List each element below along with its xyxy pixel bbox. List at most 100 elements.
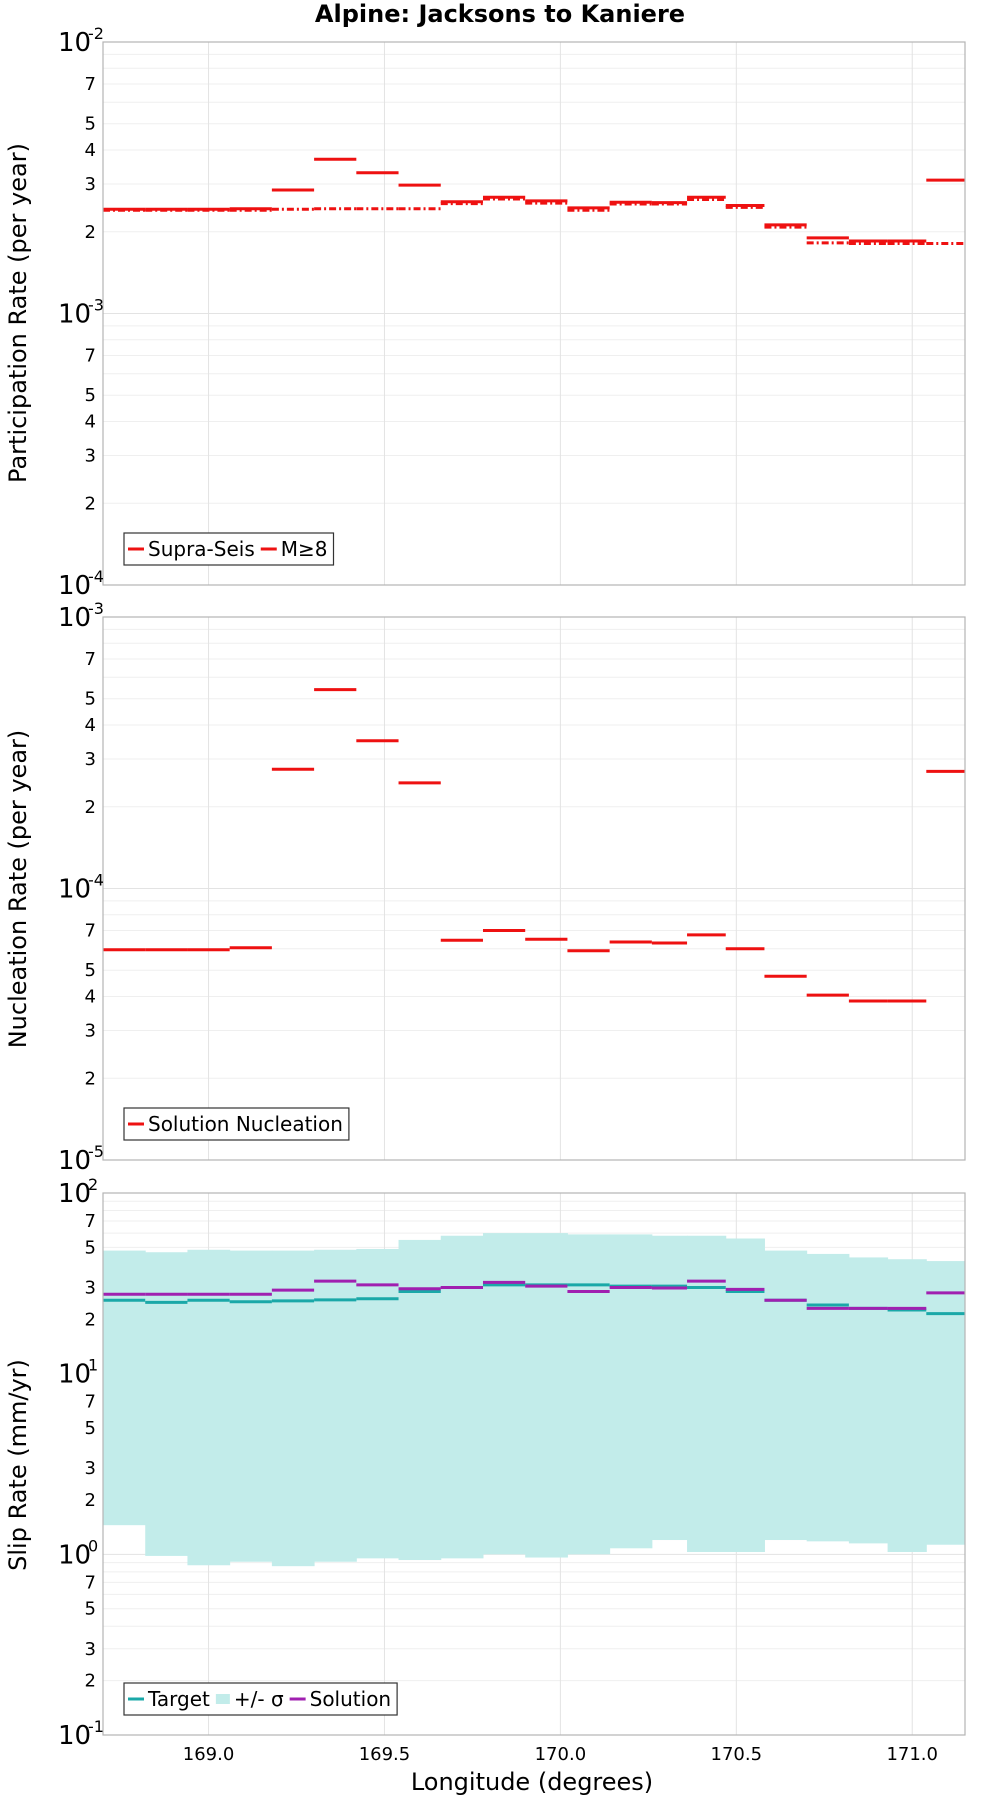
- nucleation-y-minor-label: 7: [85, 921, 96, 942]
- nucleation-y-decade-label: 10: [58, 1146, 91, 1176]
- slip-sigma-band: [764, 1250, 808, 1541]
- slip-y-decade-exponent: 2: [88, 1175, 98, 1194]
- participation-y-decade-label: 10: [58, 571, 91, 601]
- nucleation-y-axis-label: Nucleation Rate (per year): [4, 730, 32, 1049]
- slip-x-tick-label: 169.0: [183, 1744, 235, 1765]
- nucleation-y-minor-label: 7: [85, 649, 96, 670]
- participation-y-minor-label: 2: [85, 493, 96, 514]
- nucleation-y-minor-label: 4: [85, 715, 96, 736]
- slip-sigma-band: [525, 1233, 568, 1558]
- nucleation-y-minor-label: 3: [85, 749, 96, 770]
- participation-y-decade-exponent: -4: [88, 567, 104, 586]
- slip-y-minor-label: 7: [85, 1392, 96, 1413]
- nucleation-y-minor-label: 5: [85, 689, 96, 710]
- slip-sigma-band: [887, 1259, 927, 1553]
- nucleation-legend-label: Solution Nucleation: [148, 1112, 343, 1136]
- participation-y-decade-exponent: -2: [88, 24, 104, 43]
- participation-y-decade-exponent: -3: [88, 296, 104, 315]
- slip-sigma-band: [271, 1250, 315, 1567]
- slip-y-minor-label: 5: [85, 1237, 96, 1258]
- slip-y-minor-label: 5: [85, 1599, 96, 1620]
- participation-series-group: [103, 157, 965, 246]
- slip-legend-box: [123, 1682, 398, 1716]
- participation-y-axis-label: Participation Rate (per year): [4, 143, 32, 483]
- slip-sigma-band: [103, 1250, 146, 1526]
- nucleation-y-decade-exponent: -5: [88, 1142, 104, 1161]
- slip-sigma-band: [609, 1234, 653, 1549]
- slip-sigma-band: [725, 1238, 765, 1553]
- slip-y-decade-label: 10: [58, 1540, 91, 1570]
- slip-sigma-band: [687, 1235, 727, 1553]
- participation-y-minor-label: 7: [85, 346, 96, 367]
- nucleation-y-minor-label: 2: [85, 797, 96, 818]
- nucleation-y-decade-exponent: -4: [88, 871, 104, 890]
- nucleation-y-minor-label: 2: [85, 1068, 96, 1089]
- slip-sigma-band: [398, 1239, 442, 1561]
- participation-y-minor-label: 7: [85, 74, 96, 95]
- participation-y-decade-label: 10: [58, 28, 91, 58]
- nucleation-y-minor-label: 3: [85, 1020, 96, 1041]
- nucleation-grid: [103, 617, 965, 1160]
- slip-x-tick-label: 169.5: [359, 1744, 411, 1765]
- nucleation-legend: Solution Nucleation: [123, 1107, 350, 1141]
- slip-rate-panel: Slip Rate (mm/yr) Longitude (degrees) 10…: [4, 1175, 966, 1796]
- chart-title: Alpine: Jacksons to Kaniere: [315, 0, 685, 28]
- nucleation-y-minor-label: 5: [85, 960, 96, 981]
- participation-legend: Supra-Seis M≥8: [123, 532, 335, 566]
- slip-plot-frame: [102, 1192, 966, 1736]
- nucleation-series-group: [103, 688, 965, 1003]
- slip-legend: Target +/- σ Solution: [123, 1682, 398, 1716]
- slip-y-decade-label: 10: [58, 1360, 91, 1390]
- participation-rate-panel: Participation Rate (per year) 10-4234571…: [4, 24, 966, 601]
- slip-x-tick-label: 170.0: [535, 1744, 587, 1765]
- slip-y-decade-label: 10: [58, 1721, 91, 1751]
- slip-y-minor-label: 7: [85, 1572, 96, 1593]
- participation-legend-label: M≥8: [281, 537, 328, 561]
- slip-sigma-band: [926, 1261, 966, 1545]
- slip-sigma-band: [145, 1252, 188, 1556]
- slip-y-minor-label: 5: [85, 1418, 96, 1439]
- participation-y-minor-label: 5: [85, 114, 96, 135]
- slip-sigma-band: [314, 1249, 357, 1562]
- participation-y-minor-label: 4: [85, 140, 96, 161]
- slip-sigma-band: [229, 1250, 273, 1562]
- participation-y-minor-label: 3: [85, 174, 96, 195]
- nucleation-rate-panel: Nucleation Rate (per year) 10-52345710-4…: [4, 599, 966, 1176]
- nucleation-y-decade-exponent: -3: [88, 599, 104, 618]
- participation-y-minor-label: 2: [85, 222, 96, 243]
- nucleation-legend-box: [123, 1107, 350, 1141]
- slip-legend-swatch: [215, 1694, 230, 1704]
- slip-legend-label: Target: [147, 1687, 210, 1711]
- participation-grid: [103, 42, 965, 585]
- slip-sigma-band: [848, 1257, 889, 1544]
- slip-sigma-band: [187, 1249, 231, 1566]
- slip-y-decade-exponent: -1: [88, 1717, 104, 1736]
- participation-plot-frame: [102, 41, 966, 586]
- slip-y-minor-label: 3: [85, 1277, 96, 1298]
- x-axis-label: Longitude (degrees): [411, 1768, 653, 1796]
- nucleation-y-decade-label: 10: [58, 603, 91, 633]
- slip-sigma-band: [356, 1248, 400, 1559]
- slip-sigma-band: [482, 1233, 526, 1555]
- slip-x-tick-label: 170.5: [711, 1744, 763, 1765]
- slip-series-group: [103, 1233, 966, 1567]
- slip-y-minor-label: 2: [85, 1309, 96, 1330]
- nucleation-y-decade-label: 10: [58, 875, 91, 905]
- participation-legend-box: [123, 532, 335, 566]
- slip-x-tick-label: 171.0: [886, 1744, 938, 1765]
- slip-sigma-band: [651, 1235, 688, 1541]
- slip-sigma-band: [567, 1234, 611, 1555]
- slip-y-minor-label: 7: [85, 1211, 96, 1232]
- slip-legend-label: Solution: [310, 1687, 391, 1711]
- slip-sigma-band: [806, 1253, 850, 1542]
- participation-y-minor-label: 5: [85, 385, 96, 406]
- participation-y-minor-label: 4: [85, 412, 96, 433]
- slip-sigma-band: [440, 1235, 484, 1559]
- slip-y-decade-label: 10: [58, 1179, 91, 1209]
- slip-y-minor-label: 3: [85, 1458, 96, 1479]
- slip-y-decade-exponent: 0: [88, 1536, 98, 1555]
